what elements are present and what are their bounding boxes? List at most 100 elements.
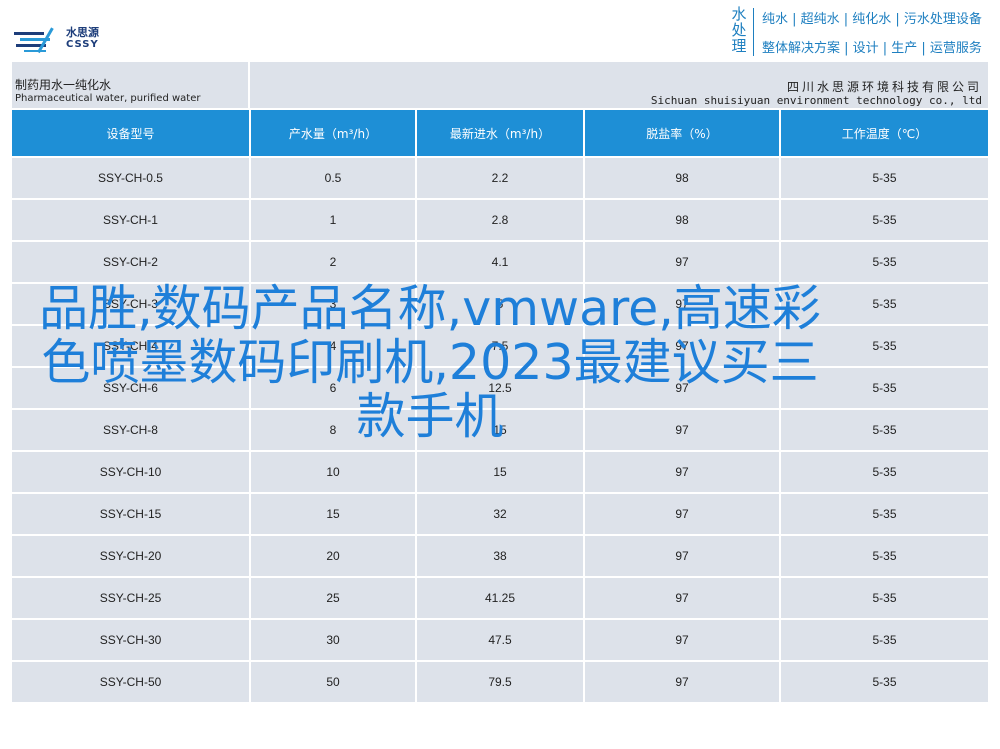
cell-temperature: 5-35 (780, 493, 988, 536)
cell-output: 8 (250, 409, 417, 452)
vertical-char: 水 (731, 5, 747, 23)
cell-temperature: 5-35 (780, 199, 988, 242)
product-title-cn: 制药用水一纯化水 (15, 78, 112, 92)
cell-model: SSY-CH-25 (12, 577, 251, 620)
cell-desalination: 97 (584, 493, 781, 536)
cell-desalination: 97 (584, 451, 781, 494)
table-row: SSY-CH-20 20 38 97 5-35 (12, 535, 988, 578)
overlay-headline: 品胜,数码产品名称,vmware,高速彩色喷墨数码印刷机,2023最建议买三款手… (39, 280, 821, 445)
cell-temperature: 5-35 (780, 283, 988, 326)
cell-desalination: 97 (584, 661, 781, 704)
cell-output: 1 (250, 199, 417, 242)
cell-temperature: 5-35 (780, 241, 988, 284)
cell-model: SSY-CH-4 (12, 325, 251, 368)
cell-output: 25 (250, 577, 417, 620)
cell-model: SSY-CH-20 (12, 535, 251, 578)
cell-temperature: 5-35 (780, 619, 988, 662)
header-output: 产水量（m³/h） (250, 110, 417, 158)
cell-desalination: 97 (584, 367, 781, 410)
cell-desalination: 97 (584, 619, 781, 662)
cell-inflow: 12.5 (416, 367, 585, 410)
cell-model: SSY-CH-3 (12, 283, 251, 326)
cell-temperature: 5-35 (780, 367, 988, 410)
cell-desalination: 97 (584, 577, 781, 620)
cell-inflow: 38 (416, 535, 585, 578)
vertical-char: 理 (731, 37, 747, 55)
slogan-line-1: 纯水 | 超纯水 | 纯化水 | 污水处理设备 (762, 12, 982, 27)
cell-output: 0.5 (250, 157, 417, 200)
company-name-en: Sichuan shuisiyuan environment technolog… (650, 94, 982, 107)
cell-desalination: 97 (584, 325, 781, 368)
cell-inflow: 15 (416, 409, 585, 452)
cell-inflow: 79.5 (416, 661, 585, 704)
cell-model: SSY-CH-0.5 (12, 157, 251, 200)
cell-desalination: 97 (584, 283, 781, 326)
table-row: SSY-CH-10 10 15 97 5-35 (12, 451, 988, 494)
cell-output: 30 (250, 619, 417, 662)
cell-model: SSY-CH-10 (12, 451, 251, 494)
cell-output: 15 (250, 493, 417, 536)
table-row: SSY-CH-3 3 5 97 5-35 (12, 283, 988, 326)
spec-table: 设备型号 产水量（m³/h） 最新进水（m³/h） 脱盐率（%） 工作温度（℃）… (12, 110, 988, 704)
cell-model: SSY-CH-1 (12, 199, 251, 242)
cell-temperature: 5-35 (780, 661, 988, 704)
cell-inflow: 7.5 (416, 325, 585, 368)
logo-text-en: CSSY (66, 39, 99, 50)
cell-temperature: 5-35 (780, 409, 988, 452)
slogan-line-2: 整体解决方案 | 设计 | 生产 | 运营服务 (762, 41, 982, 56)
logo-mark-icon (14, 27, 54, 54)
table-row: SSY-CH-1 1 2.8 98 5-35 (12, 199, 988, 242)
header-inflow: 最新进水（m³/h） (416, 110, 585, 158)
cell-model: SSY-CH-15 (12, 493, 251, 536)
header-divider (753, 8, 754, 56)
vertical-brand-text: 水 处 理 (728, 6, 750, 54)
cell-temperature: 5-35 (780, 577, 988, 620)
cell-output: 4 (250, 325, 417, 368)
cell-model: SSY-CH-50 (12, 661, 251, 704)
table-row: SSY-CH-15 15 32 97 5-35 (12, 493, 988, 536)
table-row: SSY-CH-2 2 4.1 97 5-35 (12, 241, 988, 284)
header-model: 设备型号 (12, 110, 251, 158)
table-row: SSY-CH-30 30 47.5 97 5-35 (12, 619, 988, 662)
company-logo: 水思源 CSSY (14, 22, 124, 58)
cell-inflow: 5 (416, 283, 585, 326)
table-header-row: 设备型号 产水量（m³/h） 最新进水（m³/h） 脱盐率（%） 工作温度（℃） (12, 110, 988, 158)
cell-inflow: 2.2 (416, 157, 585, 200)
table-row: SSY-CH-0.5 0.5 2.2 98 5-35 (12, 157, 988, 200)
cell-inflow: 15 (416, 451, 585, 494)
table-row: SSY-CH-8 8 15 97 5-35 (12, 409, 988, 452)
cell-output: 10 (250, 451, 417, 494)
cell-inflow: 41.25 (416, 577, 585, 620)
cell-desalination: 97 (584, 535, 781, 578)
product-title-en: Pharmaceutical water, purified water (15, 93, 201, 104)
cell-model: SSY-CH-8 (12, 409, 251, 452)
title-band: 制药用水一纯化水 Pharmaceutical water, purified … (12, 62, 988, 108)
table-row: SSY-CH-4 4 7.5 97 5-35 (12, 325, 988, 368)
cell-temperature: 5-35 (780, 157, 988, 200)
cell-output: 50 (250, 661, 417, 704)
cell-model: SSY-CH-30 (12, 619, 251, 662)
cell-desalination: 98 (584, 199, 781, 242)
cell-model: SSY-CH-2 (12, 241, 251, 284)
table-row: SSY-CH-6 6 12.5 97 5-35 (12, 367, 988, 410)
cell-temperature: 5-35 (780, 325, 988, 368)
cell-output: 6 (250, 367, 417, 410)
cell-inflow: 4.1 (416, 241, 585, 284)
cell-model: SSY-CH-6 (12, 367, 251, 410)
cell-temperature: 5-35 (780, 451, 988, 494)
cell-temperature: 5-35 (780, 535, 988, 578)
table-row: SSY-CH-25 25 41.25 97 5-35 (12, 577, 988, 620)
cell-output: 2 (250, 241, 417, 284)
cell-desalination: 97 (584, 409, 781, 452)
cell-desalination: 97 (584, 241, 781, 284)
header-temperature: 工作温度（℃） (780, 110, 988, 158)
cell-output: 20 (250, 535, 417, 578)
cell-inflow: 32 (416, 493, 585, 536)
logo-text-cn: 水思源 (66, 26, 99, 39)
table-row: SSY-CH-50 50 79.5 97 5-35 (12, 661, 988, 704)
company-name-cn: 四川水思源环境科技有限公司 (786, 80, 982, 94)
cell-inflow: 47.5 (416, 619, 585, 662)
cell-desalination: 98 (584, 157, 781, 200)
header-desalination: 脱盐率（%） (584, 110, 781, 158)
cell-inflow: 2.8 (416, 199, 585, 242)
